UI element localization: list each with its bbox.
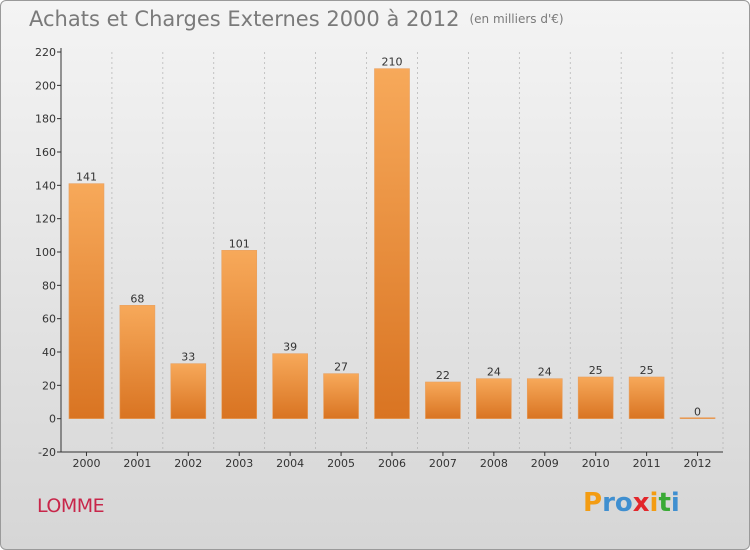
brand-letter: i: [649, 488, 659, 518]
y-tick-label: 100: [35, 246, 56, 259]
title-unit: (en milliers d'€): [469, 12, 564, 26]
data-label: 22: [436, 369, 450, 382]
y-tick-label: 0: [49, 413, 56, 426]
y-tick-label: 160: [35, 146, 56, 159]
bar: [425, 381, 461, 419]
x-tick-label: 2008: [480, 457, 508, 470]
data-label: 24: [487, 366, 501, 379]
bar: [577, 376, 614, 419]
x-tick-label: 2001: [123, 457, 151, 470]
x-tick-label: 2009: [531, 457, 559, 470]
y-tick-label: 60: [42, 313, 56, 326]
y-tick-label: 220: [35, 46, 56, 59]
data-label: 33: [181, 351, 195, 364]
bar: [476, 378, 512, 419]
data-label: 27: [334, 361, 348, 374]
brand-letter: t: [658, 488, 671, 518]
place-name: LOMME: [37, 495, 105, 517]
data-label: 101: [229, 237, 250, 250]
chart-title: Achats et Charges Externes 2000 à 2012 (e…: [29, 7, 564, 31]
y-tick-label: 40: [42, 346, 56, 359]
x-tick-label: 2000: [72, 457, 100, 470]
y-tick-label: 200: [35, 79, 56, 92]
brand-letter: x: [632, 488, 650, 518]
x-tick-label: 2002: [174, 457, 202, 470]
y-tick-label: -20: [38, 446, 56, 459]
x-tick-label: 2005: [327, 457, 355, 470]
data-label: 0: [694, 406, 701, 419]
data-label: 68: [130, 292, 144, 305]
x-tick-label: 2003: [225, 457, 253, 470]
data-label: 210: [382, 56, 403, 69]
bar: [323, 373, 359, 419]
bar: [272, 353, 308, 419]
bar: [68, 183, 105, 419]
bar: [170, 363, 207, 419]
title-text: Achats et Charges Externes 2000 à 2012: [29, 7, 460, 31]
y-tick-label: 180: [35, 113, 56, 126]
brand-letter: r: [602, 488, 615, 518]
y-tick-label: 120: [35, 213, 56, 226]
data-label: 141: [76, 171, 97, 184]
brand-letter: o: [614, 488, 633, 518]
bar: [679, 417, 716, 419]
x-tick-label: 2004: [276, 457, 304, 470]
data-label: 24: [538, 366, 552, 379]
bar: [628, 376, 665, 419]
x-tick-label: 2010: [582, 457, 610, 470]
data-label: 25: [589, 364, 603, 377]
brand-letter: i: [670, 488, 680, 518]
brand-letter: P: [583, 488, 603, 518]
x-tick-label: 2006: [378, 457, 406, 470]
bar: [221, 250, 258, 419]
bar: [119, 305, 156, 419]
y-tick-label: 140: [35, 179, 56, 192]
y-tick-label: 20: [42, 379, 56, 392]
data-label: 39: [283, 341, 297, 354]
x-tick-label: 2012: [684, 457, 712, 470]
y-tick-label: 80: [42, 279, 56, 292]
x-tick-label: 2007: [429, 457, 457, 470]
x-tick-label: 2011: [633, 457, 661, 470]
data-label: 25: [640, 364, 654, 377]
bar: [526, 378, 563, 419]
bar: [374, 68, 410, 419]
brand-logo: Proxiti: [583, 488, 680, 518]
